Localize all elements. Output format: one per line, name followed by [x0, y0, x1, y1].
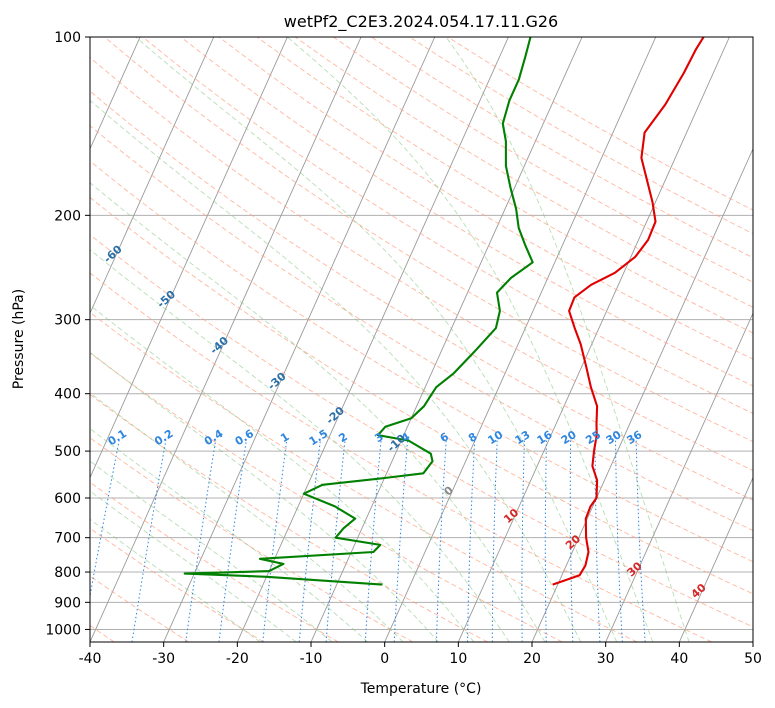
x-tick-label: -10: [300, 651, 323, 667]
x-tick-label: -20: [226, 651, 249, 667]
mixing-ratio-line: [615, 440, 623, 642]
dry-adiabat-line: [90, 481, 339, 642]
moist-adiabat-line: [90, 182, 546, 642]
mixing-ratio-line: [393, 440, 408, 642]
isotherm-line: [90, 37, 362, 642]
moist-adiabat-line: [90, 351, 439, 642]
y-tick-label: 1000: [45, 622, 81, 638]
y-tick-label: 700: [54, 531, 81, 547]
moist-adiabat-line: [90, 460, 333, 642]
isotherm-label: -80: [0, 151, 18, 174]
y-axis-label: Pressure (hPa): [11, 289, 27, 389]
moist-adiabat-line: [445, 37, 690, 642]
isotherm-line: [457, 37, 730, 642]
y-tick-label: 600: [54, 491, 81, 507]
dry-adiabat-line: [218, 37, 753, 360]
temperature-profile-line: [552, 37, 705, 586]
mixing-ratio-line: [467, 440, 476, 642]
dry-adiabat-line: [256, 37, 753, 334]
dry-adiabat-line: [104, 37, 753, 443]
mixing-ratio-line: [364, 440, 382, 642]
dry-adiabat-line: [90, 90, 753, 501]
y-tick-label: 300: [54, 313, 81, 329]
x-tick-label: 30: [597, 651, 615, 667]
moist-adiabat-line: [90, 392, 404, 642]
mixing-ratio-line: [218, 440, 247, 642]
dry-adiabat-line: [90, 234, 753, 628]
dry-adiabat-line: [90, 196, 753, 595]
y-tick-label: 200: [54, 208, 81, 224]
isotherm-line: [90, 37, 141, 150]
adiabat-layer: [90, 37, 753, 642]
dry-adiabat-line: [90, 394, 488, 642]
moist-adiabat-line: [90, 99, 582, 642]
isotherm-line: [752, 640, 753, 642]
isotherm-line: [90, 37, 215, 315]
dry-adiabat-line: [90, 272, 712, 642]
mixing-ratio-line: [298, 440, 321, 642]
mixing-ratio-line: [521, 440, 525, 642]
dry-adiabat-line: [294, 37, 753, 308]
mixing-ratio-line: [435, 440, 447, 642]
moist-adiabat-line: [90, 428, 368, 642]
chart-title: wetPf2_C2E3.2024.054.17.11.G26: [284, 12, 558, 32]
mixing-ratio-layer: [90, 440, 646, 642]
isotherm-line: [531, 147, 753, 642]
x-tick-label: -30: [152, 651, 175, 667]
x-tick-label: 20: [523, 651, 541, 667]
x-tick-label: 40: [670, 651, 688, 667]
mixing-ratio-line: [635, 440, 646, 642]
y-tick-label: 900: [54, 595, 81, 611]
x-tick-label: 50: [744, 651, 762, 667]
x-axis: -40 -30 -20 -10 0 10 20 30 40 50: [79, 642, 762, 667]
mixing-ratio-line: [325, 440, 346, 642]
mixing-ratio-line: [131, 440, 167, 642]
mixing-ratio-line: [262, 440, 288, 642]
mixing-ratio-line: [185, 440, 217, 642]
dry-adiabat-line: [90, 437, 414, 642]
isotherm-line: [678, 476, 753, 642]
y-tick-label: 800: [54, 565, 81, 581]
y-axis: 100 200 300 400 500 600 700 800 900 1000: [45, 30, 90, 638]
dry-adiabat-line: [333, 37, 753, 283]
dewpoint-profile-line: [183, 37, 534, 586]
mixing-ratio-line: [544, 440, 547, 642]
isotherm-line: [163, 37, 436, 642]
moist-adiabat-line: [135, 37, 618, 642]
moist-adiabat-line: [287, 37, 654, 642]
dry-adiabat-line: [90, 352, 563, 642]
x-tick-label: 10: [449, 651, 467, 667]
isotherm-line: [384, 37, 657, 642]
x-tick-label: -40: [79, 651, 102, 667]
plot-frame: [89, 36, 754, 643]
dry-adiabat-line: [90, 575, 190, 642]
mixing-ratio-line: [569, 440, 574, 642]
x-axis-label: Temperature (°C): [360, 681, 482, 697]
x-tick-label: 0: [380, 651, 389, 667]
isotherm-line: [90, 37, 288, 479]
isotherm-line: [605, 312, 753, 642]
mixing-ratio-line: [491, 440, 498, 642]
mixing-ratio-line: [594, 440, 601, 642]
dry-adiabat-line: [90, 56, 753, 471]
profile-layer: [183, 37, 705, 586]
y-tick-label: 400: [54, 387, 81, 403]
y-tick-label: 100: [54, 30, 81, 46]
plot-background: [90, 37, 753, 642]
moist-adiabat-line: [90, 249, 510, 642]
isotherm-line: [236, 37, 509, 642]
y-tick-label: 500: [54, 444, 81, 460]
dry-adiabat-line: [90, 160, 753, 563]
isotherm-line: [0, 37, 66, 642]
